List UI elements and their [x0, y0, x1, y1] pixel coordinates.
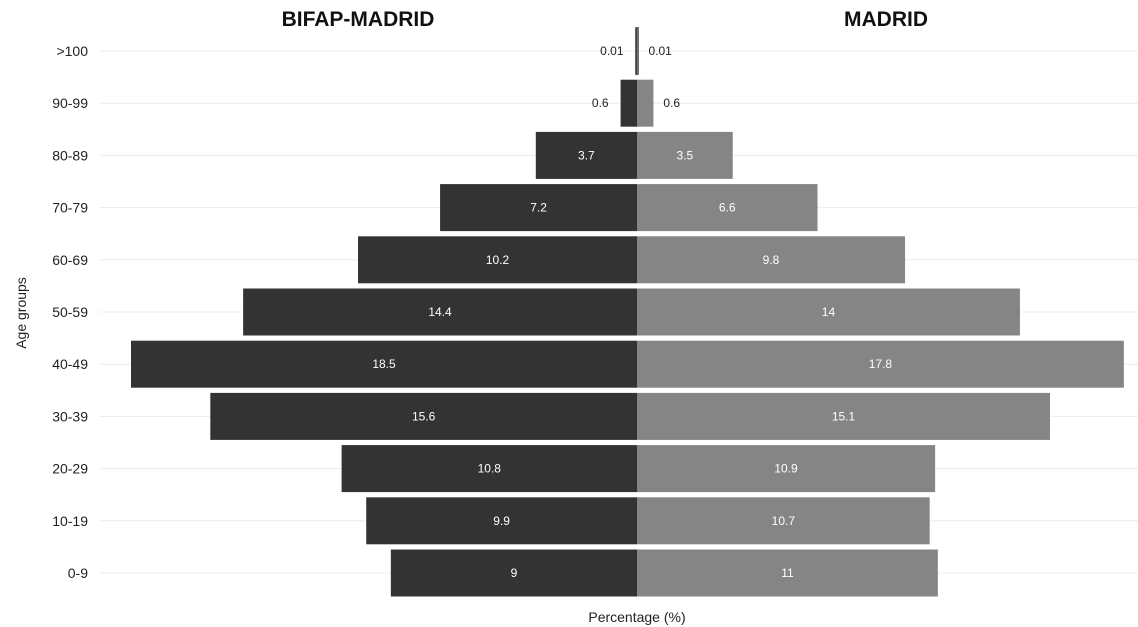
value-label-left: 9.9: [493, 514, 510, 528]
bar-right: [636, 27, 639, 75]
bar-right: [637, 340, 1124, 388]
value-label-right: 6.6: [719, 201, 736, 215]
value-label-left: 0.6: [592, 96, 609, 110]
bar-left: [243, 288, 637, 336]
bar-left: [620, 79, 637, 127]
value-label-right: 11: [781, 566, 794, 580]
bar-right: [637, 184, 818, 232]
x-axis-label: Percentage (%): [588, 609, 685, 625]
y-tick-label: 50-59: [52, 304, 88, 320]
value-label-left: 0.01: [600, 44, 624, 58]
value-label-right: 0.01: [649, 44, 673, 58]
bars: [131, 27, 1124, 597]
value-label-right: 0.6: [663, 96, 680, 110]
value-label-left: 9: [511, 566, 518, 580]
y-tick-label: 40-49: [52, 356, 88, 372]
bar-right: [637, 79, 654, 127]
value-label-right: 17.8: [869, 357, 893, 371]
value-label-left: 3.7: [578, 148, 595, 162]
value-label-left: 14.4: [428, 305, 452, 319]
value-label-right: 14: [822, 305, 836, 319]
left-series-title: BIFAP-MADRID: [282, 8, 435, 31]
bar-left: [440, 184, 637, 232]
bar-right: [637, 288, 1020, 336]
y-tick-label: >100: [56, 43, 88, 59]
y-tick-label: 60-69: [52, 252, 88, 268]
right-series-title: MADRID: [844, 8, 928, 31]
y-tick-label: 90-99: [52, 95, 88, 111]
value-label-left: 7.2: [530, 201, 547, 215]
y-tick-label: 10-19: [52, 513, 88, 529]
bar-left: [210, 392, 638, 440]
bar-right: [637, 445, 936, 493]
y-axis-ticks: >100 90-99 80-89 70-79 60-69 50-59 40-49 30-39 2…: [52, 43, 88, 581]
value-label-left: 10.8: [478, 462, 502, 476]
value-label-right: 9.8: [763, 253, 780, 267]
bar-right: [637, 497, 930, 545]
value-label-right: 10.9: [774, 462, 798, 476]
value-label-right: 10.7: [772, 514, 796, 528]
y-tick-label: 30-39: [52, 408, 88, 424]
bar-left: [366, 497, 637, 545]
value-label-right: 3.5: [677, 148, 694, 162]
bar-left: [390, 549, 637, 597]
value-labels: 0.01 0.01 0.6 0.6 3.7 3.5 7.2 6.6 10.2 9.8 14.4 14 1…: [372, 44, 892, 580]
y-tick-label: 20-29: [52, 461, 88, 477]
bar-left: [358, 236, 637, 284]
bar-left: [341, 445, 637, 493]
bar-right: [637, 236, 906, 284]
y-tick-label: 80-89: [52, 147, 88, 163]
value-label-left: 15.6: [412, 409, 436, 423]
value-label-right: 15.1: [832, 409, 856, 423]
bar-right: [637, 549, 938, 597]
bar-right: [637, 131, 733, 179]
y-axis-label: Age groups: [13, 277, 29, 349]
y-tick-label: 70-79: [52, 200, 88, 216]
bar-right: [637, 392, 1051, 440]
value-label-left: 18.5: [372, 357, 396, 371]
value-label-left: 10.2: [486, 253, 510, 267]
y-tick-label: 0-9: [68, 565, 88, 581]
bar-left: [535, 131, 637, 179]
bar-left: [131, 340, 637, 388]
